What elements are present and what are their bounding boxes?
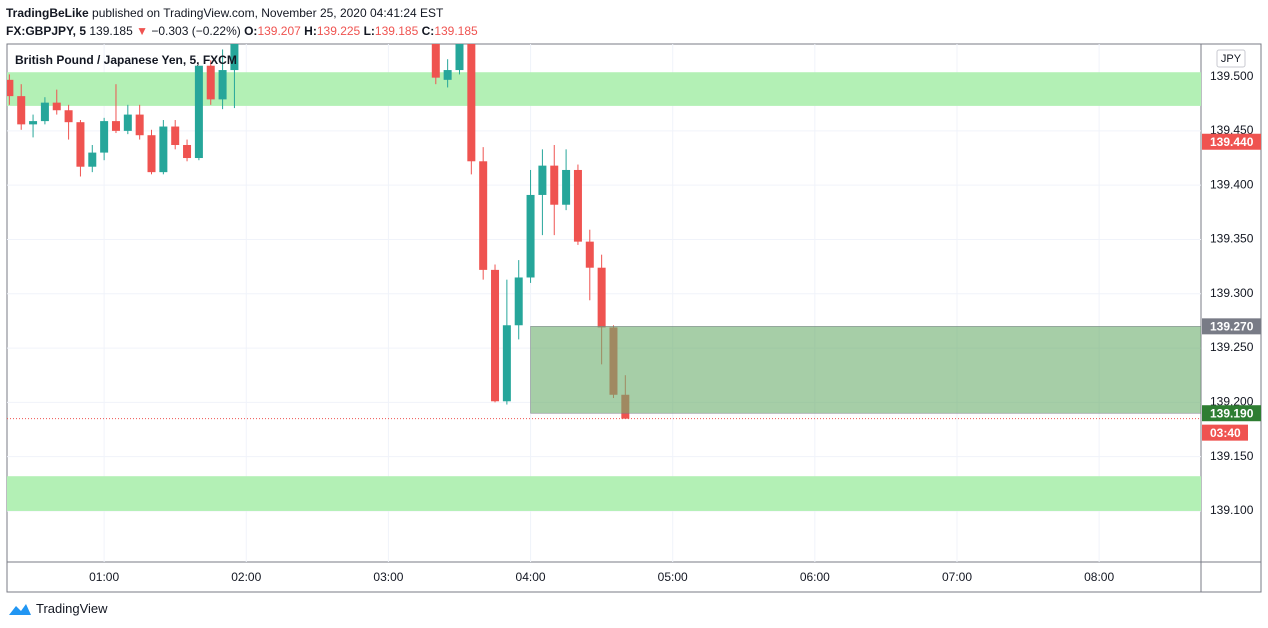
candle-body bbox=[88, 152, 97, 167]
candle-body bbox=[111, 121, 120, 131]
arrow: ▼ bbox=[136, 24, 148, 38]
candle-body bbox=[17, 96, 26, 125]
x-tick-label: 07:00 bbox=[942, 570, 972, 584]
candle-body bbox=[502, 325, 511, 402]
candle-body bbox=[194, 65, 203, 159]
candle-body bbox=[479, 161, 488, 270]
x-tick-label: 01:00 bbox=[89, 570, 119, 584]
candle-body bbox=[573, 169, 582, 242]
countdown-tag bbox=[1202, 424, 1248, 441]
candle-body bbox=[431, 44, 440, 78]
candle-body bbox=[206, 65, 215, 100]
y-tick-label: 139.350 bbox=[1210, 232, 1254, 246]
currency-box bbox=[1216, 49, 1246, 68]
candle-body bbox=[147, 135, 156, 173]
x-tick-label: 02:00 bbox=[231, 570, 261, 584]
candle-body bbox=[40, 102, 49, 122]
candle-body bbox=[443, 70, 452, 80]
price-tag-label: 139.190 bbox=[1210, 406, 1254, 420]
c-value: 139.185 bbox=[434, 24, 478, 38]
chart: JPY British Pound / Japanese Yen, 5, FXC… bbox=[6, 43, 1262, 593]
candle-body bbox=[64, 110, 73, 123]
candle-body bbox=[183, 144, 192, 159]
candle-body bbox=[171, 126, 180, 145]
candle-body bbox=[597, 267, 606, 328]
last: 139.185 bbox=[89, 24, 133, 38]
x-tick-label: 05:00 bbox=[658, 570, 688, 584]
position-box bbox=[530, 326, 1201, 414]
y-tick-label: 139.450 bbox=[1210, 123, 1254, 137]
candle-body bbox=[135, 114, 144, 136]
o-label: O: bbox=[244, 24, 258, 38]
price-tag-label: 139.270 bbox=[1210, 320, 1254, 334]
price-tag bbox=[1202, 318, 1261, 335]
x-tick-label: 08:00 bbox=[1084, 570, 1114, 584]
brand: TradingView bbox=[36, 601, 108, 616]
x-tick-label: 03:00 bbox=[373, 570, 403, 584]
candle-body bbox=[159, 126, 168, 173]
candle-body bbox=[455, 44, 464, 71]
y-tick-label: 139.200 bbox=[1210, 395, 1254, 409]
candle-body bbox=[29, 121, 38, 125]
l-value: 139.185 bbox=[374, 24, 419, 38]
candle-body bbox=[526, 194, 535, 278]
candle-body bbox=[100, 121, 109, 153]
countdown: 03:40 bbox=[1210, 426, 1241, 440]
candle-body bbox=[550, 165, 559, 205]
h-value: 139.225 bbox=[316, 24, 361, 38]
header-line: FX:GBPJPY, 5 139.185 ▼ −0.303 (−0.22%) O… bbox=[6, 22, 478, 40]
author: TradingBeLike bbox=[6, 6, 89, 20]
change: −0.303 (−0.22%) bbox=[151, 24, 241, 38]
candle-body bbox=[538, 165, 547, 195]
zone bbox=[7, 72, 1201, 106]
candle-body bbox=[562, 169, 571, 205]
candle-body bbox=[514, 277, 523, 326]
y-tick-label: 139.500 bbox=[1210, 69, 1254, 83]
zone bbox=[7, 476, 1201, 511]
candle-body bbox=[230, 44, 239, 71]
candle-body bbox=[585, 241, 594, 268]
price-tag bbox=[1202, 133, 1261, 150]
c-label: C: bbox=[421, 24, 435, 38]
x-tick-label: 06:00 bbox=[800, 570, 830, 584]
footer: TradingView bbox=[8, 601, 108, 616]
x-tick-label: 04:00 bbox=[516, 570, 546, 584]
candle-body bbox=[52, 102, 61, 111]
symbol: FX:GBPJPY, 5 bbox=[6, 24, 87, 38]
candle-body bbox=[491, 269, 500, 402]
header-line: TradingBeLike published on TradingView.c… bbox=[6, 4, 478, 22]
h-label: H: bbox=[304, 24, 317, 38]
published: published on TradingView.com, November 2… bbox=[92, 6, 444, 20]
frame bbox=[6, 43, 1262, 593]
candle-body bbox=[467, 44, 476, 162]
y-tick-label: 139.400 bbox=[1210, 177, 1254, 191]
candle-body bbox=[218, 70, 227, 100]
price-tag bbox=[1202, 405, 1261, 422]
o-value: 139.207 bbox=[257, 24, 301, 38]
y-tick-label: 139.250 bbox=[1210, 340, 1254, 354]
chart-title: British Pound / Japanese Yen, 5, FXCM bbox=[15, 53, 237, 67]
candle-body bbox=[123, 114, 132, 131]
price-tag-label: 139.440 bbox=[1210, 135, 1254, 149]
y-tick-label: 139.100 bbox=[1210, 503, 1254, 517]
header: TradingBeLike published on TradingView.c… bbox=[6, 4, 478, 40]
candle-body bbox=[7, 79, 14, 97]
candle-body bbox=[76, 122, 85, 167]
y-tick-label: 139.300 bbox=[1210, 286, 1254, 300]
currency: JPY bbox=[1221, 53, 1242, 65]
y-tick-label: 139.150 bbox=[1210, 449, 1254, 463]
l-label: L: bbox=[363, 24, 375, 38]
logo bbox=[9, 603, 31, 615]
plot bbox=[7, 44, 1201, 562]
